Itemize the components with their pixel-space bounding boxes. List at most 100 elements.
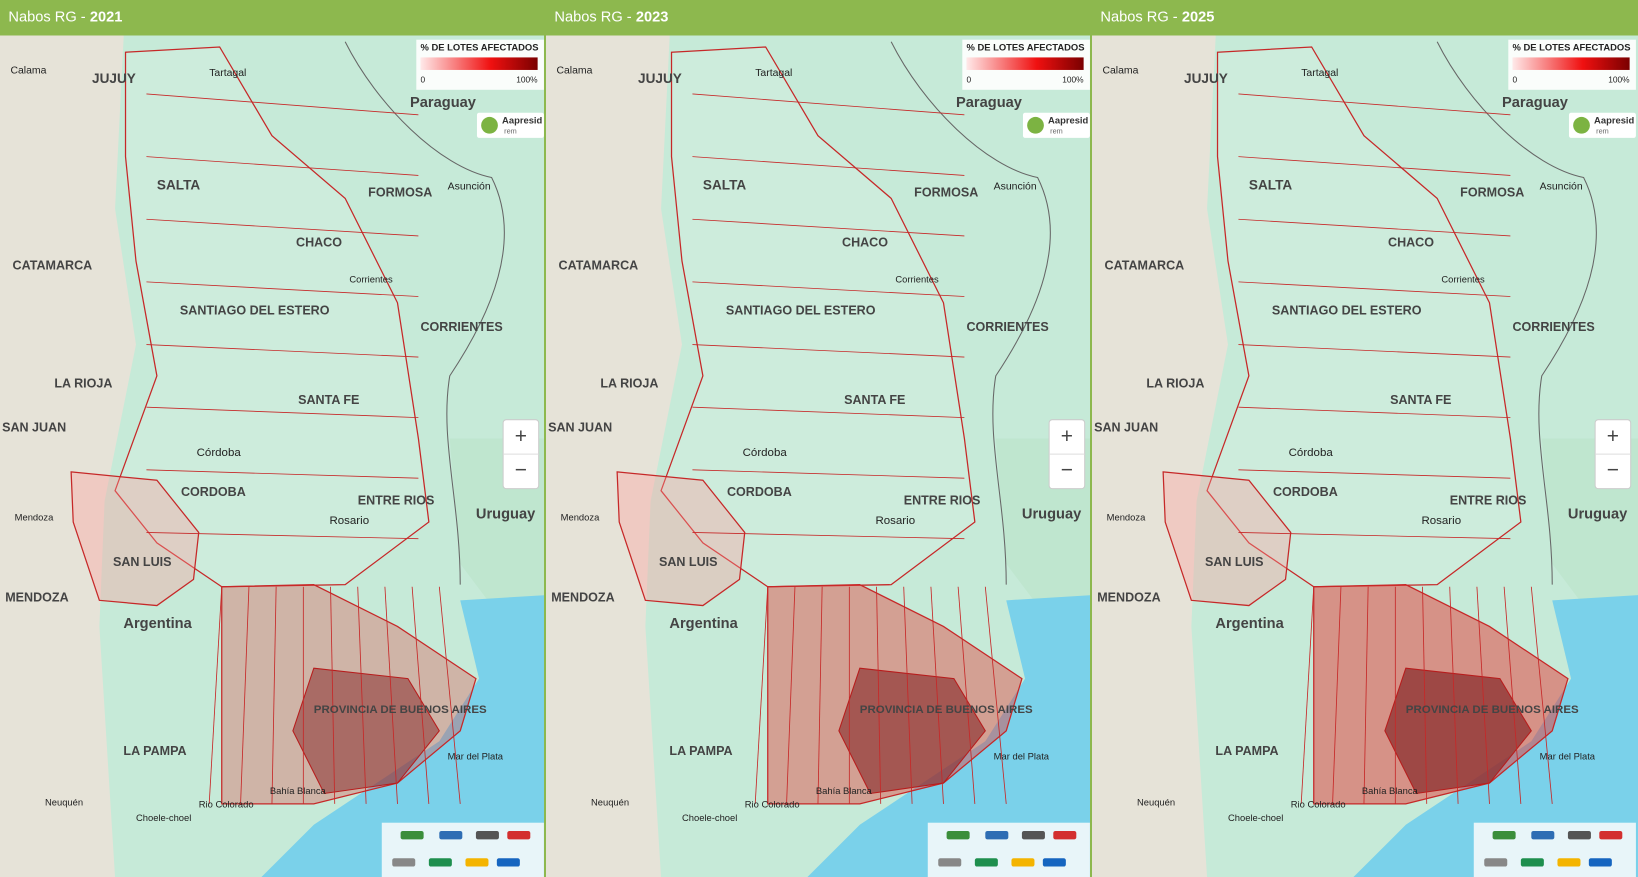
place-label: Calama <box>556 66 592 77</box>
legend-title: % DE LOTES AFECTADOS <box>420 42 538 53</box>
place-label: Uruguay <box>1022 507 1082 523</box>
district-line <box>692 344 965 358</box>
place-label: LA RIOJA <box>600 377 658 391</box>
mountains <box>0 0 136 877</box>
sponsor-logo <box>1588 858 1612 867</box>
place-label: LA RIOJA <box>1146 377 1204 391</box>
place-label: Córdoba <box>743 447 788 459</box>
district-line <box>692 93 965 116</box>
place-label: SANTA FE <box>1390 393 1451 407</box>
place-label: CATAMARCA <box>1105 259 1185 273</box>
district-line <box>208 586 223 804</box>
place-label: Bahía Blanca <box>270 785 327 796</box>
place-label: PROVINCIA DE BUENOS AIRES <box>860 704 1033 716</box>
sponsor-logo <box>938 858 962 867</box>
place-label: Paraguay <box>956 95 1023 111</box>
place-label: Corrientes <box>349 273 393 284</box>
place-label: FORMOSA <box>914 185 978 199</box>
district-line <box>438 586 461 804</box>
title-bar <box>1092 0 1638 36</box>
sponsor-logo <box>1567 831 1591 840</box>
district-line <box>692 218 965 237</box>
zoom-in[interactable]: + <box>1061 425 1073 448</box>
districts-cuyo <box>70 471 200 607</box>
legend-max: 100% <box>1062 75 1084 85</box>
place-label: Paraguay <box>410 95 477 111</box>
district-line <box>876 586 882 804</box>
sponsor-logo <box>1011 858 1035 867</box>
legend-title: % DE LOTES AFECTADOS <box>966 42 1084 53</box>
legend-min: 0 <box>1512 75 1517 85</box>
place-label: LA RIOJA <box>54 377 112 391</box>
place-label: Bahía Blanca <box>1362 785 1419 796</box>
zoom-in[interactable]: + <box>1607 425 1619 448</box>
place-label: Asunción <box>994 182 1037 193</box>
place-label: Choele-choel <box>136 812 191 823</box>
place-label: Córdoba <box>197 447 242 459</box>
place-label: MENDOZA <box>551 591 614 605</box>
place-label: Mar del Plata <box>994 750 1050 761</box>
place-label: JUJUY <box>92 71 136 86</box>
district-line <box>1238 532 1511 540</box>
place-label: SALTA <box>157 177 200 192</box>
place-label: Paraguay <box>1502 95 1569 111</box>
place-label: FORMOSA <box>1460 185 1524 199</box>
title-year: 2025 <box>1182 10 1215 26</box>
place-label: SANTIAGO DEL ESTERO <box>180 303 330 317</box>
place-label: JUJUY <box>638 71 682 86</box>
place-label: Tartagal <box>755 68 792 79</box>
place-label: Rosario <box>329 515 369 527</box>
sponsor-logo <box>1492 831 1516 840</box>
map-panel: Calama JUJUY Tartagal SALTA Paraguay FORMOSA A… <box>0 0 546 877</box>
place-label: CATAMARCA <box>13 259 93 273</box>
district-line <box>957 586 976 804</box>
sponsor-logo <box>1042 858 1066 867</box>
place-label: JUJUY <box>1184 71 1228 86</box>
district-line <box>692 156 965 176</box>
place-label: ENTRE RIOS <box>904 493 981 507</box>
district-line <box>411 586 430 804</box>
district-line <box>146 532 419 540</box>
sponsors-box <box>1473 822 1636 877</box>
zoom-out[interactable]: − <box>1607 458 1619 481</box>
panel-title: Nabos RG - 2025 <box>1100 10 1214 26</box>
place-label: Corrientes <box>895 273 939 284</box>
place-label: SANTIAGO DEL ESTERO <box>726 303 876 317</box>
district-line <box>1238 93 1511 116</box>
place-label: Córdoba <box>1289 447 1334 459</box>
district-line <box>786 586 796 804</box>
place-label: CORDOBA <box>181 485 246 499</box>
district-line <box>146 344 419 358</box>
sponsor-logo <box>985 831 1009 840</box>
district-line <box>357 586 367 804</box>
place-label: Rio Colorado <box>745 798 800 809</box>
district-line <box>1422 586 1428 804</box>
title-text: Nabos RG - <box>1100 10 1177 26</box>
district-line <box>384 586 398 804</box>
place-label: Rio Colorado <box>199 798 254 809</box>
district-line <box>692 469 965 479</box>
districts-north <box>660 46 976 588</box>
logo-icon <box>1573 116 1590 134</box>
ocean <box>807 595 1092 877</box>
place-label: CORRIENTES <box>966 320 1048 334</box>
place-label: Bahía Blanca <box>816 785 873 796</box>
place-label: LA PAMPA <box>1215 744 1278 758</box>
sponsor-logo <box>465 858 489 867</box>
map-panel: Calama JUJUY Tartagal SALTA Paraguay FORMOSA A… <box>546 0 1092 877</box>
place-label: LA PAMPA <box>669 744 732 758</box>
place-label: Mendoza <box>561 511 600 522</box>
district-line <box>1332 586 1342 804</box>
sponsor-logo <box>1531 831 1555 840</box>
zoom-in[interactable]: + <box>515 425 527 448</box>
zoom-out[interactable]: − <box>1061 458 1073 481</box>
title-text: Nabos RG - <box>8 10 85 26</box>
zoom-out[interactable]: − <box>515 458 527 481</box>
place-label: Mar del Plata <box>448 750 504 761</box>
place-label: Calama <box>10 66 46 77</box>
place-label: CHACO <box>842 236 888 250</box>
place-label: Argentina <box>1215 616 1284 632</box>
logo-sub: rem <box>1596 126 1609 135</box>
place-label: Rosario <box>1421 515 1461 527</box>
